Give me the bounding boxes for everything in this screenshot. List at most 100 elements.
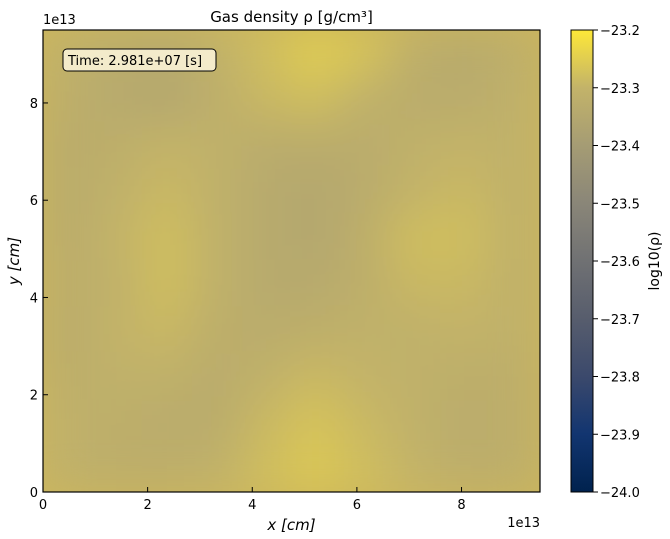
- heatmap-cell: [489, 121, 540, 170]
- x-tick-label: 4: [248, 498, 256, 513]
- heatmap-cell: [191, 167, 243, 216]
- heatmap-cell: [389, 306, 442, 355]
- heatmap-cell: [191, 398, 243, 447]
- heatmap-cell: [240, 121, 293, 170]
- heatmap-cell: [389, 30, 442, 78]
- heatmap-cell: [290, 121, 343, 170]
- heatmap-cell: [340, 444, 392, 492]
- heatmap-cell: [290, 398, 343, 447]
- heatmap-cell: [340, 352, 392, 401]
- heatmap-cell: [290, 167, 343, 216]
- heatmap-cell: [439, 121, 492, 170]
- y-tick-label: 2: [30, 389, 38, 404]
- heatmap-cell: [290, 75, 343, 124]
- heatmap-cell: [340, 398, 392, 447]
- heatmap-cell: [43, 352, 94, 401]
- time-annotation: Time: 2.981e+07 [s]: [62, 48, 217, 72]
- heatmap-cell: [340, 213, 392, 262]
- heatmap-cell: [240, 306, 293, 355]
- x-tick-label: 8: [457, 498, 465, 513]
- heatmap-cell: [91, 213, 144, 262]
- heatmap-cell: [290, 352, 343, 401]
- heatmap-cell: [43, 75, 94, 124]
- heatmap-cell: [340, 30, 392, 78]
- heatmap-cell: [439, 213, 492, 262]
- y-tick-label: 6: [30, 194, 38, 209]
- heatmap-cell: [43, 260, 94, 309]
- heatmap-cell: [141, 260, 194, 309]
- heatmap-cell: [43, 213, 94, 262]
- y-tick-label: 0: [30, 486, 38, 501]
- heatmap-cell: [43, 444, 94, 492]
- heatmap-cell: [141, 213, 194, 262]
- heatmap-cell: [141, 306, 194, 355]
- heatmap-cell: [141, 444, 194, 492]
- heatmap-cell: [439, 352, 492, 401]
- heatmap-cell: [240, 352, 293, 401]
- heatmap-cell: [240, 167, 293, 216]
- heatmap-cell: [340, 75, 392, 124]
- heatmap-cell: [240, 398, 293, 447]
- colorbar-tick-label: −23.9: [600, 428, 640, 443]
- heatmap-cell: [489, 398, 540, 447]
- heatmap-cell: [43, 306, 94, 355]
- heatmap-cell: [439, 444, 492, 492]
- heatmap-cell: [489, 167, 540, 216]
- heatmap-cell: [290, 213, 343, 262]
- colorbar-tick-label: −23.3: [600, 82, 640, 97]
- colorbar-tick-label: −24.0: [600, 486, 640, 501]
- heatmap-cell: [91, 444, 144, 492]
- heatmap-cell: [91, 398, 144, 447]
- heatmap-cell: [191, 444, 243, 492]
- heatmap-cell: [141, 75, 194, 124]
- heatmap-cell: [340, 306, 392, 355]
- colorbar-tick-label: −23.4: [600, 140, 640, 155]
- heatmap-cell: [141, 167, 194, 216]
- heatmap-cell: [439, 30, 492, 78]
- heatmap-cell: [240, 213, 293, 262]
- colorbar-tick-label: −23.2: [600, 24, 640, 39]
- heatmap-cell: [290, 30, 343, 78]
- heatmap-cell: [340, 260, 392, 309]
- y-axis-ticks: 0 2 4 6 8: [30, 97, 48, 501]
- colorbar-label: log10(ρ): [647, 232, 663, 291]
- heatmap-cell: [389, 75, 442, 124]
- colorbar: −24.0 −23.9 −23.8 −23.7 −23.6 −23.5 −23.4 −23.3…: [570, 24, 663, 501]
- chart-title: Gas density ρ [g/cm³]: [210, 8, 373, 26]
- heatmap-cell: [389, 444, 442, 492]
- heatmap-cell: [489, 444, 540, 492]
- heatmap-cell: [489, 352, 540, 401]
- x-axis-label: x [cm]: [266, 516, 315, 534]
- heatmap-cell: [240, 75, 293, 124]
- heatmap-cell: [141, 121, 194, 170]
- heatmap-cell: [439, 306, 492, 355]
- heatmap-cell: [43, 167, 94, 216]
- heatmap-cell: [141, 352, 194, 401]
- heatmap-cell: [489, 213, 540, 262]
- heatmap-cell: [91, 75, 144, 124]
- heatmap-cell: [290, 260, 343, 309]
- heatmap-cell: [240, 30, 293, 78]
- heatmap-cell: [240, 260, 293, 309]
- heatmap-cell: [91, 352, 144, 401]
- heatmap-cell: [43, 121, 94, 170]
- time-annotation-text: Time: 2.981e+07 [s]: [67, 54, 202, 69]
- heatmap-cell: [191, 75, 243, 124]
- y-axis-label: y [cm]: [5, 237, 23, 286]
- heatmap-cell: [439, 398, 492, 447]
- heatmap-cell: [191, 213, 243, 262]
- heatmap-cell: [489, 260, 540, 309]
- heatmap-cell: [91, 167, 144, 216]
- colorbar-ticks: −24.0 −23.9 −23.8 −23.7 −23.6 −23.5 −23.4 −23.3…: [593, 24, 640, 501]
- heatmap-cell: [389, 398, 442, 447]
- heatmap-cell: [43, 398, 94, 447]
- heatmap-cell: [191, 121, 243, 170]
- heatmap-cell: [240, 444, 293, 492]
- heatmap-cell: [91, 121, 144, 170]
- heatmap-cell: [290, 444, 343, 492]
- heatmap-cell: [389, 213, 442, 262]
- x-tick-label: 2: [143, 498, 151, 513]
- x-tick-label: 0: [39, 498, 47, 513]
- colorbar-tick-label: −23.6: [600, 255, 640, 270]
